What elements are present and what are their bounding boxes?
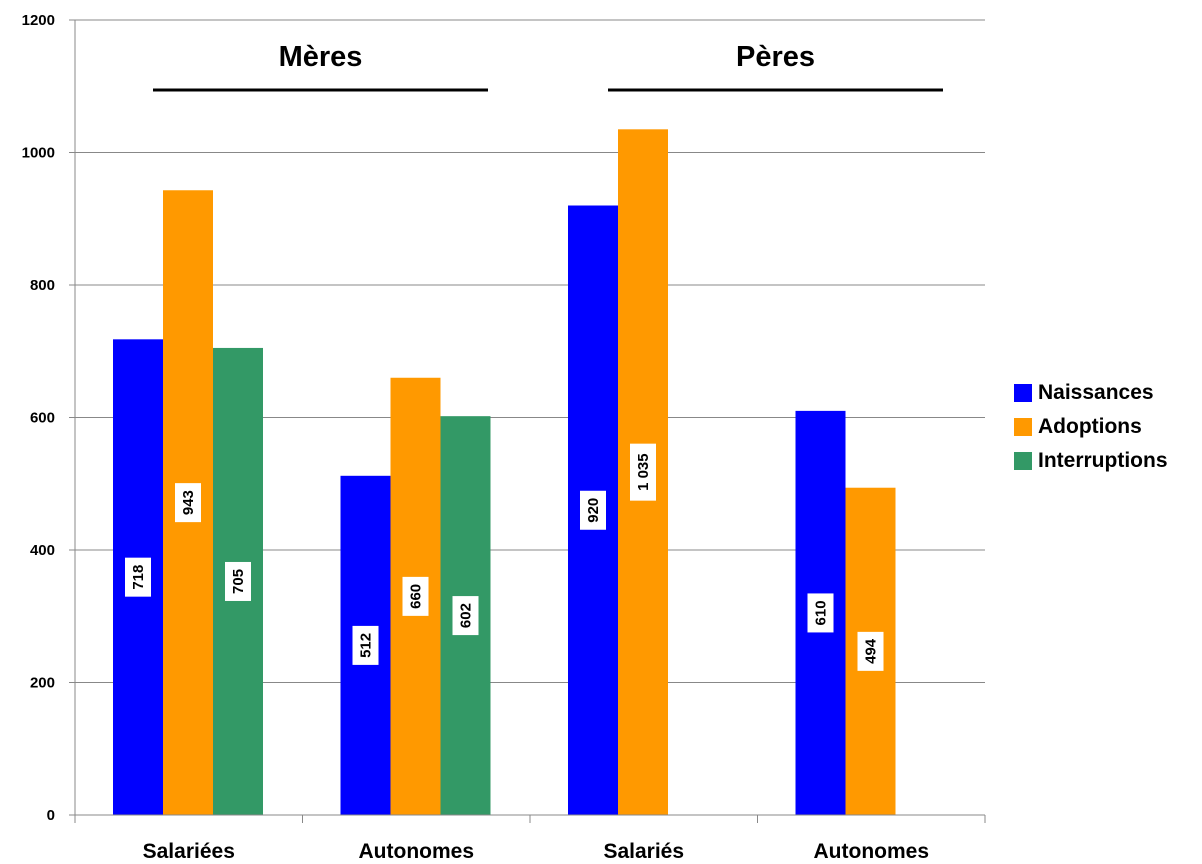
data-label-box [125, 557, 151, 597]
legend-item: Naissances [1014, 376, 1168, 410]
bar-labels: 718 512 920 610 943 660 1 035 494 705 602 [125, 443, 884, 671]
bar-data-label: 718 [125, 557, 151, 597]
x-category-label: Salariées [143, 840, 235, 863]
y-tick-label: 0 [47, 807, 55, 824]
data-label-box [807, 593, 834, 633]
data-label-text: 718 [130, 565, 147, 590]
data-label-text: 920 [585, 498, 602, 523]
bar-data-label: 943 [175, 483, 201, 523]
data-label-text: 610 [813, 600, 830, 625]
data-label-text: 705 [230, 569, 247, 594]
legend-label: Interruptions [1038, 449, 1168, 472]
y-tick-label: 1200 [22, 12, 55, 29]
group-titles: Mères Pères [153, 41, 943, 92]
bar-data-label: 610 [807, 593, 834, 633]
y-tick-label: 200 [30, 675, 55, 692]
y-tick-label: 400 [30, 542, 55, 559]
bar-data-label: 512 [352, 625, 379, 665]
legend-label: Adoptions [1038, 415, 1142, 438]
data-label-text: 943 [180, 490, 197, 515]
data-label-text: 1 035 [635, 453, 652, 491]
group-title: Pères [736, 41, 815, 73]
data-label-text: 512 [358, 633, 375, 658]
data-label-box [402, 576, 429, 616]
data-label-box [452, 596, 479, 636]
y-tick-label: 1000 [22, 145, 55, 162]
data-label-box [630, 443, 656, 501]
data-label-box [580, 490, 606, 530]
data-label-text: 660 [408, 584, 425, 609]
x-category-label: Salariés [603, 840, 684, 863]
data-label-text: 602 [458, 603, 475, 628]
x-category-label: Autonomes [814, 840, 930, 863]
x-category-label: Autonomes [359, 840, 475, 863]
bar-data-label: 660 [402, 576, 429, 616]
legend-swatch [1014, 384, 1032, 402]
legend-label: Naissances [1038, 381, 1154, 404]
y-tick-label: 800 [30, 277, 55, 294]
bar-data-label: 705 [225, 561, 251, 601]
data-label-box [857, 631, 884, 671]
data-label-box [175, 483, 201, 523]
legend-item: Adoptions [1014, 410, 1168, 444]
group-title: Mères [279, 41, 363, 73]
bar-data-label: 494 [857, 631, 884, 671]
bar-data-label: 920 [580, 490, 606, 530]
legend-swatch [1014, 418, 1032, 436]
bar-data-label: 602 [452, 596, 479, 636]
data-label-box [352, 625, 379, 665]
y-tick-label: 600 [30, 410, 55, 427]
legend: Naissances Adoptions Interruptions [1014, 376, 1168, 478]
data-label-box [225, 561, 251, 601]
legend-item: Interruptions [1014, 444, 1168, 478]
bar-data-label: 1 035 [630, 443, 656, 501]
legend-swatch [1014, 452, 1032, 470]
data-label-text: 494 [863, 638, 880, 664]
bars [113, 129, 896, 815]
axes: 0 200 400 600 800 1000 1200 Salariées Autonomes S… [22, 12, 986, 863]
